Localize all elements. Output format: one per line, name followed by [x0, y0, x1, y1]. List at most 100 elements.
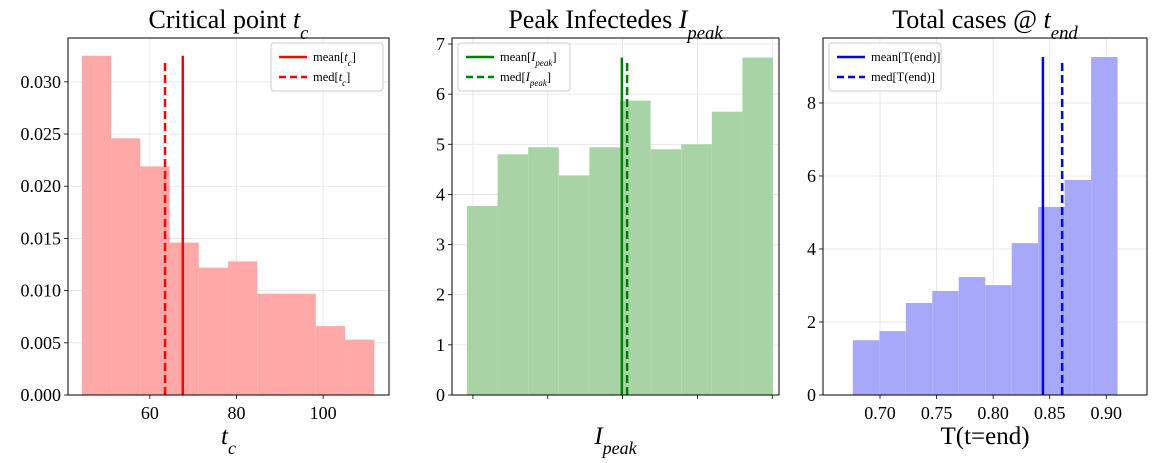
y-tick-label: 0: [807, 385, 816, 405]
legend: mean[tc]med[tc]: [270, 42, 384, 92]
y-tick-label: 7: [436, 34, 445, 54]
y-tick-label: 1: [436, 335, 445, 355]
legend-label: mean[tc]: [313, 50, 356, 68]
bar: [81, 55, 112, 396]
bar: [198, 267, 229, 395]
math-var: t: [1044, 5, 1052, 34]
text-part: Critical point: [149, 5, 293, 34]
bar: [650, 149, 682, 395]
x-tick-label: 60: [141, 403, 159, 423]
bar: [257, 293, 287, 395]
math-var: I: [593, 423, 604, 450]
text-part: med[: [313, 70, 339, 84]
legend-label: med[tc]: [313, 70, 350, 88]
math-sub: c: [342, 78, 346, 88]
x-tick-label: 0.85: [1034, 403, 1066, 423]
bar: [1091, 56, 1118, 395]
y-tick-label: 3: [436, 235, 445, 255]
y-tick-label: 0.025: [21, 124, 62, 144]
y-tick-label: 5: [436, 134, 445, 154]
text-part: ]: [552, 50, 556, 64]
bar: [619, 100, 651, 395]
bar: [111, 138, 141, 396]
chart-title: Total cases @ tend: [892, 5, 1078, 44]
bar: [169, 242, 199, 395]
plot-frame: [822, 37, 1148, 396]
chart-title: Critical point tc: [149, 5, 310, 44]
math-sub: peak: [534, 58, 553, 68]
math-sub: end: [1051, 23, 1079, 44]
bar: [879, 331, 906, 395]
bar: [711, 111, 743, 396]
math-var: t: [344, 50, 348, 64]
bar: [742, 57, 774, 395]
legend-box: [270, 42, 384, 92]
bar: [958, 277, 986, 395]
legend-label: mean[Ipeak]: [500, 50, 557, 68]
legend: mean[Ipeak] med[Ipeak]: [457, 42, 571, 92]
text-part: Total cases @: [892, 5, 1043, 34]
y-tick-label: 6: [436, 84, 445, 104]
y-tick-label: 4: [807, 239, 816, 259]
x-tick-label: 0.70: [864, 403, 896, 423]
y-tick-label: 0.030: [21, 72, 62, 92]
plot-frame: [67, 37, 390, 396]
y-tick-label: 0.005: [21, 333, 62, 353]
bar: [932, 290, 959, 395]
x-tick-label: 0.75: [921, 403, 953, 423]
math-var: t: [293, 5, 301, 34]
plot-frame: [451, 37, 780, 396]
math-sub: peak: [601, 438, 638, 458]
y-tick-label: 0: [436, 385, 445, 405]
legend-box: [457, 42, 571, 92]
bar: [1064, 179, 1092, 395]
math-var: I: [525, 70, 531, 84]
bar: [558, 175, 590, 395]
y-tick-label: 8: [807, 93, 816, 113]
text-part: ]: [352, 50, 356, 64]
x-tick-label: 80: [228, 403, 246, 423]
bar: [681, 144, 712, 395]
legend-box: [828, 42, 942, 92]
bar: [466, 205, 498, 395]
y-tick-label: 0.010: [21, 281, 62, 301]
math-sub: c: [348, 58, 352, 68]
bar: [528, 147, 559, 395]
x-tick-label: 0.80: [977, 403, 1009, 423]
math-var: t: [339, 70, 343, 84]
text-part: ]: [547, 70, 551, 84]
x-tick-label: 0.90: [1091, 403, 1123, 423]
legend-label: med[T(end)]: [871, 70, 935, 84]
bar: [852, 340, 880, 395]
math-sub: c: [300, 23, 309, 44]
math-sub: peak: [685, 23, 723, 44]
legend-label: mean[T(end)]: [871, 50, 940, 64]
y-tick-label: 0.015: [21, 228, 62, 248]
bar: [228, 261, 258, 395]
bar: [497, 154, 529, 395]
y-tick-label: 6: [807, 166, 816, 186]
y-tick-label: 2: [807, 312, 816, 332]
legend: mean[T(end)] med[T(end)]: [828, 42, 942, 92]
bar: [345, 339, 375, 395]
x-axis-label: T(t=end): [940, 423, 1029, 450]
text-part: ]: [346, 70, 350, 84]
y-tick-label: 0.000: [21, 385, 62, 405]
bar: [985, 285, 1012, 395]
x-tick-label: 100: [310, 403, 337, 423]
panel: 0.000 0.005 0.010 0.015 0.020 0.025 0.030 60 80 1…: [21, 5, 390, 458]
chart-title: Peak Infectedes Ipeak: [508, 5, 723, 44]
bar: [286, 293, 316, 395]
x-axis-label: tc: [221, 423, 236, 458]
panel: 0 2 4 6 8 0.70 0.75 0.80 0.85 0.90 Total cases @ t…: [807, 5, 1148, 450]
y-tick-label: 2: [436, 285, 445, 305]
bar: [905, 303, 933, 395]
text-part: med[: [500, 70, 526, 84]
bar: [1011, 243, 1039, 395]
math-sub: c: [228, 438, 236, 458]
legend-label: med[Ipeak]: [500, 70, 551, 88]
math-var: I: [678, 5, 689, 34]
y-tick-label: 4: [436, 184, 445, 204]
